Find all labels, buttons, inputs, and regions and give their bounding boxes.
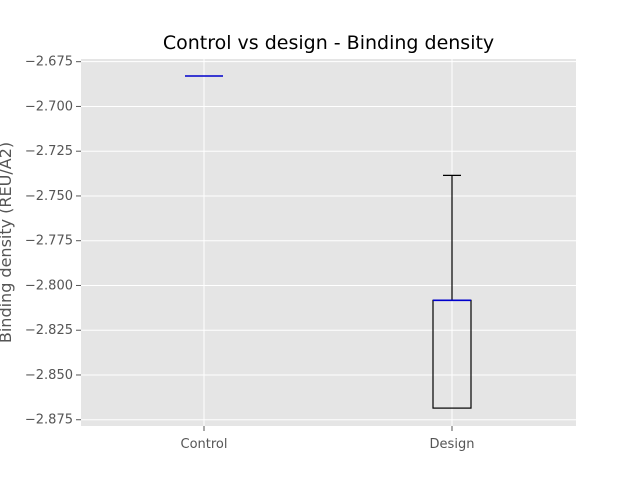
x-tick-label: Design xyxy=(430,437,475,452)
y-tick-label: −2.675 xyxy=(25,55,73,70)
axis-ticks: −2.675 −2.700 −2.725 −2.750 −2.775 −2.800 −2.8… xyxy=(25,55,475,452)
y-tick-label: −2.825 xyxy=(25,323,73,338)
y-tick-label: −2.725 xyxy=(25,144,73,159)
y-tick-label: −2.800 xyxy=(25,278,73,293)
grid-lines xyxy=(81,59,576,426)
y-tick-label: −2.850 xyxy=(25,368,73,383)
y-tick-label: −2.700 xyxy=(25,99,73,114)
y-tick-label: −2.875 xyxy=(25,413,73,428)
y-tick-label: −2.750 xyxy=(25,189,73,204)
y-axis-label: Binding density (REU/A2) xyxy=(0,142,15,343)
x-tick-label: Control xyxy=(181,437,228,452)
y-tick-label: −2.775 xyxy=(25,234,73,249)
chart-title: Control vs design - Binding density xyxy=(163,32,494,54)
box-series xyxy=(185,75,472,409)
plot-area xyxy=(81,59,576,426)
